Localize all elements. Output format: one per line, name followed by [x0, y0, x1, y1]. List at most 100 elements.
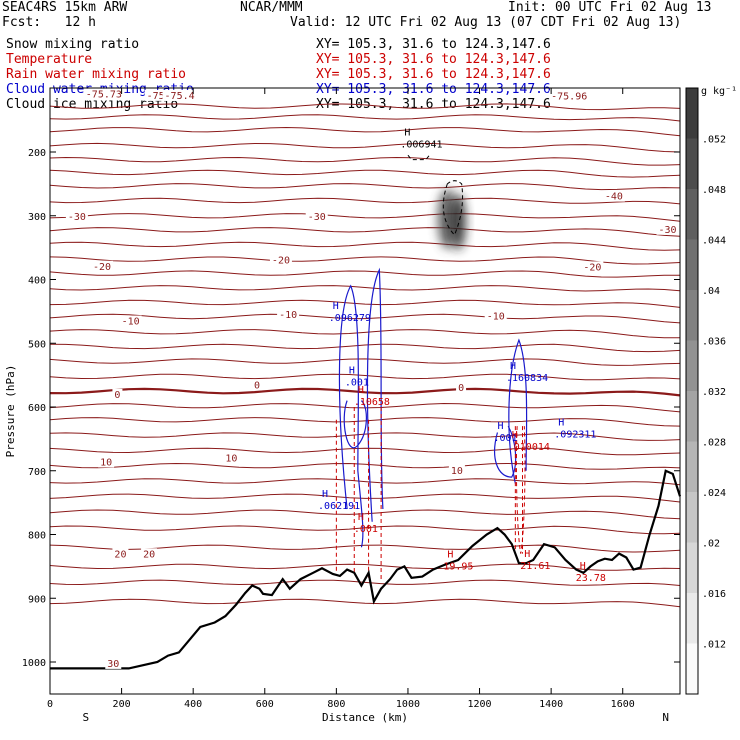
- x-tick-label: 200: [113, 699, 131, 710]
- isotherm-line: [49, 183, 681, 191]
- legend-field-xy: XY= 105.3, 31.6 to 124.3,147.6: [316, 82, 551, 97]
- isotherm-line: [49, 299, 681, 308]
- colorbar-tick-label: .016: [702, 589, 726, 600]
- colorbar-tick-label: .044: [702, 236, 726, 247]
- max-value-label: .001: [493, 433, 517, 444]
- label-background: [305, 211, 328, 223]
- label-background: [98, 456, 115, 468]
- max-value-label: .010014: [508, 442, 550, 453]
- temperature-label: -75.96: [551, 92, 587, 103]
- colorbar-segment: [686, 138, 698, 189]
- colorbar-tick-label: .048: [702, 185, 726, 196]
- label-background: [112, 548, 129, 560]
- colorbar-segment: [686, 643, 698, 694]
- max-value-label: .062191: [318, 501, 360, 512]
- isotherm-line: [49, 579, 681, 586]
- colorbar-segment: [686, 189, 698, 240]
- label-background: [105, 657, 122, 669]
- label-background: [581, 261, 604, 273]
- rain-water-contour: [515, 426, 526, 554]
- label-background: [162, 89, 197, 101]
- snow-contour: [407, 154, 430, 161]
- isotherm-line: [49, 387, 681, 397]
- max-marker: H: [558, 418, 564, 429]
- isotherm-line: [49, 509, 681, 520]
- max-value-label: 23.78: [576, 573, 606, 584]
- temperature-label: -30: [68, 212, 86, 223]
- isotherm-line: [49, 432, 681, 441]
- label-background: [65, 211, 88, 223]
- y-tick-label: 300: [28, 212, 46, 223]
- cloud-water-contour: [366, 267, 384, 522]
- max-marker: H: [580, 561, 586, 572]
- legend-field-xy: XY= 105.3, 31.6 to 124.3,147.6: [316, 37, 551, 52]
- isotherm-line: [49, 142, 681, 153]
- label-background: [269, 254, 292, 266]
- temperature-label: 20: [143, 549, 155, 560]
- isotherm-line: [49, 114, 681, 122]
- colorbar-segment: [686, 492, 698, 543]
- isotherm-line: [49, 213, 681, 222]
- cloud-ice-shading: [450, 194, 467, 251]
- snow-contour: [442, 180, 464, 236]
- label-background: [277, 309, 300, 321]
- max-value-label: .160834: [506, 373, 548, 384]
- temperature-label: -10: [122, 317, 140, 328]
- isotherm-line: [49, 373, 681, 381]
- colorbar-tick-label: .04: [702, 286, 720, 297]
- temperature-label: 10: [451, 466, 463, 477]
- y-tick-label: 800: [28, 531, 46, 542]
- max-value-label: .096279: [329, 313, 371, 324]
- colorbar-tick-label: .032: [702, 387, 726, 398]
- y-axis-title: Pressure (hPa): [4, 365, 17, 458]
- y-tick-label: 1000: [22, 658, 46, 669]
- max-value-label: 19.95: [443, 562, 473, 573]
- temperature-label: -10: [487, 311, 505, 322]
- temperature-label: -10: [279, 310, 297, 321]
- x-tick-label: 400: [184, 699, 202, 710]
- isotherm-line: [49, 417, 681, 427]
- temperature-label: -20: [93, 262, 111, 273]
- colorbar-tick-label: .012: [702, 640, 726, 651]
- model-title: SEAC4RS 15km ARW: [2, 0, 128, 15]
- label-background: [119, 315, 142, 327]
- legend-field-xy: XY= 105.3, 31.6 to 124.3,147.6: [316, 52, 551, 67]
- cloud-water-contour: [494, 425, 517, 478]
- temperature-label: -30: [308, 212, 326, 223]
- colorbar-segment: [686, 441, 698, 492]
- isotherm-line: [49, 478, 681, 486]
- max-marker: H: [512, 430, 518, 441]
- plot-frame: [49, 87, 681, 695]
- colorbar-segment: [686, 391, 698, 442]
- max-value-label: .10658: [354, 397, 390, 408]
- colorbar-unit: g kg⁻¹: [701, 86, 737, 97]
- isotherm-line: [49, 156, 681, 166]
- forecast-hour: Fcst: 12 h: [2, 15, 96, 30]
- max-value-label: .092311: [554, 430, 596, 441]
- label-background: [656, 223, 679, 235]
- y-tick-label: 900: [28, 594, 46, 605]
- isotherm-line: [49, 447, 681, 456]
- init-time: Init: 00 UTC Fri 02 Aug 13: [508, 0, 712, 15]
- label-background: [90, 260, 113, 272]
- max-marker: H: [524, 549, 530, 560]
- colorbar-segment: [686, 239, 698, 290]
- label-background: [223, 452, 240, 464]
- legend-field-name: Temperature: [6, 52, 93, 67]
- colorbar-tick-label: .02: [702, 539, 720, 550]
- cloud-water-contour: [338, 284, 364, 548]
- x-end-label-right: N: [662, 711, 669, 724]
- max-marker: H: [358, 385, 364, 396]
- colorbar-segment: [686, 340, 698, 391]
- max-marker: H: [349, 365, 355, 376]
- colorbar-segment: [686, 593, 698, 644]
- isotherm-line: [49, 103, 681, 111]
- max-value-label: .001: [354, 524, 378, 535]
- isotherm-line: [49, 493, 681, 503]
- legend-field-name: Rain water mixing ratio: [6, 67, 187, 82]
- y-tick-label: 200: [28, 148, 46, 159]
- isotherm-line: [49, 525, 681, 535]
- isotherm-line: [49, 598, 681, 608]
- isotherm-line: [49, 241, 681, 251]
- temperature-label: -40: [605, 192, 623, 203]
